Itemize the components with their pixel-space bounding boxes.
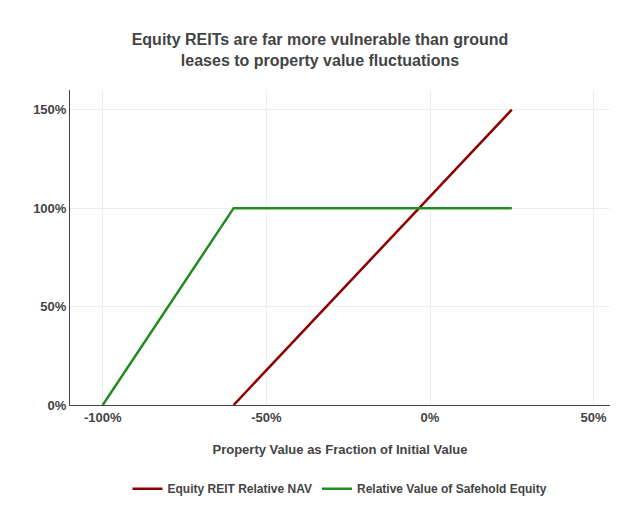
svg-text:-100%: -100% bbox=[84, 410, 122, 425]
svg-text:Relative Value of Safehold Equ: Relative Value of Safehold Equity bbox=[357, 482, 547, 496]
svg-text:Equity REITs are far more vuln: Equity REITs are far more vulnerable tha… bbox=[132, 31, 509, 69]
svg-text:0%: 0% bbox=[421, 410, 440, 425]
svg-text:Equity REIT Relative NAV: Equity REIT Relative NAV bbox=[168, 482, 312, 496]
svg-text:50%: 50% bbox=[40, 299, 66, 314]
svg-text:0%: 0% bbox=[48, 398, 67, 413]
svg-text:Property Value as Fraction of: Property Value as Fraction of Initial Va… bbox=[212, 442, 467, 457]
svg-text:100%: 100% bbox=[33, 201, 67, 216]
svg-text:50%: 50% bbox=[581, 410, 607, 425]
svg-text:-50%: -50% bbox=[251, 410, 282, 425]
svg-text:150%: 150% bbox=[33, 102, 67, 117]
